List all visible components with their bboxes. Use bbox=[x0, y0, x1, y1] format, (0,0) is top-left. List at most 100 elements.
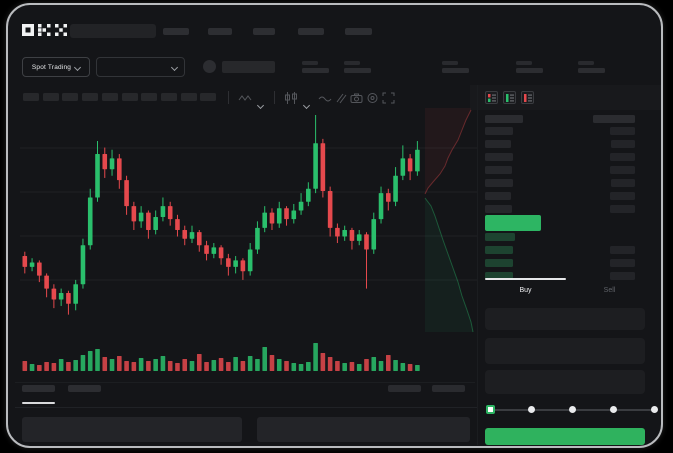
total-field[interactable] bbox=[485, 370, 645, 394]
timeframe-button[interactable] bbox=[101, 93, 118, 101]
toolbar-divider bbox=[228, 91, 229, 104]
ask-amount-bar bbox=[611, 179, 635, 187]
orderbook-asks-icon[interactable] bbox=[521, 91, 534, 104]
slider-stop[interactable] bbox=[650, 406, 658, 413]
bottom-action-0[interactable] bbox=[388, 385, 421, 392]
panel-divider bbox=[477, 85, 478, 445]
candlestick-style-icon[interactable] bbox=[284, 92, 298, 104]
timeframe-button[interactable] bbox=[200, 93, 217, 101]
timeframe-button[interactable] bbox=[180, 93, 197, 101]
line-chart-icon[interactable] bbox=[318, 92, 332, 104]
price-field[interactable] bbox=[485, 308, 645, 330]
orderbook-ask-row[interactable] bbox=[485, 127, 635, 136]
timeframe-button[interactable] bbox=[160, 93, 177, 101]
ticker-stat-value bbox=[578, 68, 605, 73]
orderbook-ask-row[interactable] bbox=[485, 153, 635, 162]
toolbar-divider bbox=[274, 91, 275, 104]
ask-price-bar bbox=[485, 205, 512, 213]
amount-field[interactable] bbox=[485, 338, 645, 364]
nav-item-placeholder[interactable] bbox=[298, 28, 324, 35]
device-frame: Spot Trading bbox=[6, 3, 663, 448]
ask-price-bar bbox=[485, 153, 513, 161]
orderbook-header-strip bbox=[470, 85, 661, 110]
nav-item-placeholder[interactable] bbox=[208, 28, 232, 35]
section-divider bbox=[15, 407, 477, 408]
slider-stop[interactable] bbox=[527, 406, 535, 413]
tab-buy-label: Buy bbox=[519, 286, 532, 294]
orderbook-bid-row[interactable] bbox=[485, 259, 635, 268]
ask-amount-bar bbox=[610, 192, 635, 200]
nav-item-placeholder[interactable] bbox=[253, 28, 275, 35]
orderbook-split-icon[interactable] bbox=[485, 91, 498, 104]
buy-submit-button[interactable] bbox=[485, 428, 645, 445]
bottom-panel-1 bbox=[257, 417, 470, 442]
orderbook-ask-row[interactable] bbox=[485, 179, 635, 188]
amount-slider[interactable] bbox=[485, 403, 658, 417]
bid-price-bar bbox=[485, 246, 513, 254]
orderbook-column-header bbox=[485, 115, 523, 123]
bid-price-bar bbox=[485, 233, 515, 241]
slider-stop[interactable] bbox=[568, 406, 576, 413]
bid-amount-bar bbox=[610, 259, 635, 267]
pair-selector-dropdown[interactable] bbox=[96, 57, 185, 77]
last-price-badge[interactable] bbox=[485, 215, 541, 231]
ask-amount-bar bbox=[610, 166, 635, 174]
orderbook-ask-row[interactable] bbox=[485, 166, 635, 175]
ticker-stat-label bbox=[302, 61, 318, 65]
timeframe-button[interactable] bbox=[141, 93, 158, 101]
market-type-selector[interactable]: Spot Trading bbox=[22, 57, 90, 77]
chevron-down-icon[interactable] bbox=[256, 95, 272, 110]
bid-price-bar bbox=[485, 259, 513, 267]
orderbook-bids-icon[interactable] bbox=[503, 91, 516, 104]
ask-amount-bar bbox=[610, 127, 635, 135]
orderbook-bid-row[interactable] bbox=[485, 233, 635, 242]
timeframe-button[interactable] bbox=[82, 93, 99, 101]
orderbook-bid-row[interactable] bbox=[485, 246, 635, 255]
ask-price-bar bbox=[485, 179, 513, 187]
timeframe-button[interactable] bbox=[62, 93, 79, 101]
ask-amount-bar bbox=[611, 140, 635, 148]
fullscreen-icon[interactable] bbox=[382, 92, 396, 104]
bottom-tab-0[interactable] bbox=[22, 385, 55, 392]
camera-icon[interactable] bbox=[350, 92, 364, 104]
ticker-stat-label bbox=[578, 61, 594, 65]
bid-amount-bar bbox=[610, 246, 635, 254]
ticker-stat-label bbox=[516, 61, 532, 65]
timeframe-button[interactable] bbox=[23, 93, 39, 101]
diagonal-lines-icon[interactable] bbox=[334, 92, 348, 104]
orderbook bbox=[485, 115, 635, 291]
tab-sell[interactable]: Sell bbox=[566, 280, 653, 300]
timeframe-button[interactable] bbox=[121, 93, 138, 101]
nav-item-placeholder[interactable] bbox=[163, 28, 189, 35]
tab-buy[interactable]: Buy bbox=[485, 280, 566, 300]
slider-handle[interactable] bbox=[485, 405, 495, 414]
ticker-stat-value bbox=[344, 68, 371, 73]
polyline-tool-icon[interactable] bbox=[238, 92, 252, 104]
timeframe-button[interactable] bbox=[42, 93, 59, 101]
market-type-label: Spot Trading bbox=[31, 63, 72, 71]
ticker-stat-value bbox=[516, 68, 543, 73]
pair-coin-icon[interactable] bbox=[203, 60, 216, 73]
ask-amount-bar bbox=[610, 205, 635, 213]
okx-logo-icon[interactable] bbox=[22, 24, 68, 37]
slider-stop[interactable] bbox=[609, 406, 617, 413]
bid-price-bar bbox=[485, 272, 513, 280]
ask-price-bar bbox=[485, 127, 513, 135]
ticker-stat-label bbox=[442, 61, 458, 65]
candlestick-chart[interactable] bbox=[20, 108, 477, 378]
orderbook-bid-row[interactable] bbox=[485, 272, 635, 281]
active-bottom-tab-indicator bbox=[22, 402, 55, 404]
bottom-action-1[interactable] bbox=[432, 385, 465, 392]
chevron-down-icon bbox=[170, 63, 179, 72]
bottom-tab-1[interactable] bbox=[68, 385, 101, 392]
orderbook-ask-row[interactable] bbox=[485, 205, 635, 214]
ask-price-bar bbox=[485, 166, 512, 174]
ask-price-bar bbox=[485, 192, 511, 200]
search-input[interactable] bbox=[70, 24, 156, 38]
settings-icon[interactable] bbox=[366, 92, 380, 104]
nav-item-placeholder[interactable] bbox=[345, 28, 372, 35]
chevron-down-icon[interactable] bbox=[302, 95, 318, 110]
orderbook-ask-row[interactable] bbox=[485, 192, 635, 201]
section-divider bbox=[15, 382, 475, 383]
orderbook-ask-row[interactable] bbox=[485, 140, 635, 149]
